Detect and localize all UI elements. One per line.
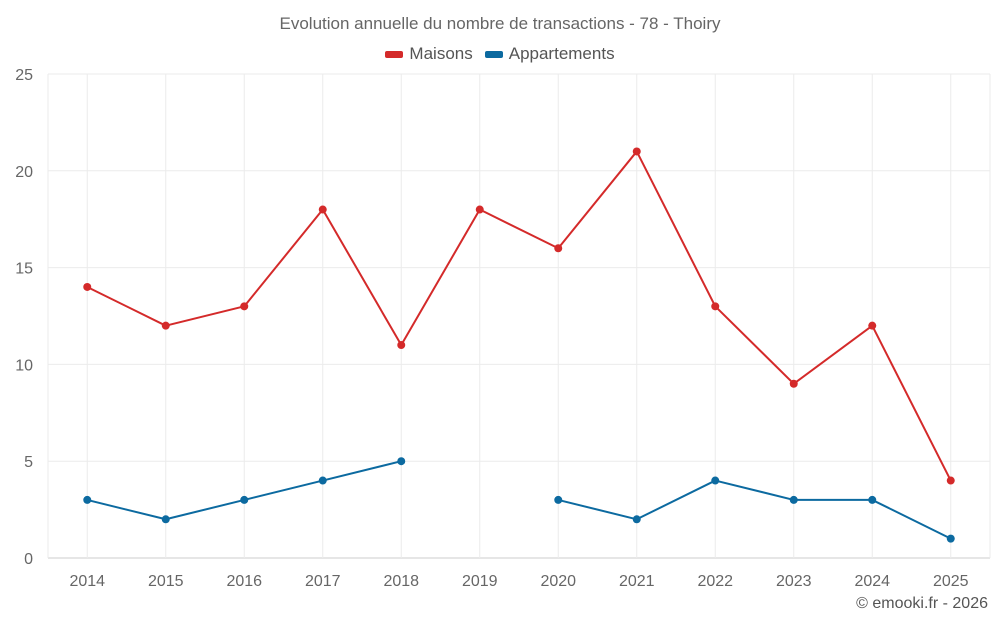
data-point-maisons — [240, 302, 249, 311]
x-tick-label: 2023 — [776, 573, 812, 590]
credit-text: © emooki.fr - 2026 — [856, 595, 988, 612]
x-tick-label: 2017 — [305, 573, 341, 590]
legend: Maisons Appartements — [0, 44, 1000, 64]
data-point-maisons — [318, 205, 327, 214]
chart-title: Evolution annuelle du nombre de transact… — [279, 14, 721, 33]
x-tick-label: 2024 — [854, 573, 890, 590]
data-point-maisons — [868, 321, 877, 330]
data-point-maisons — [946, 476, 955, 485]
data-point-maisons — [475, 205, 484, 214]
x-tick-label: 2020 — [540, 573, 576, 590]
y-tick-label: 0 — [24, 551, 33, 568]
data-point-maisons — [632, 147, 641, 156]
data-point-appartements — [83, 495, 92, 504]
data-point-appartements — [789, 495, 798, 504]
data-point-appartements — [554, 495, 563, 504]
legend-label-maisons: Maisons — [409, 44, 473, 63]
data-point-maisons — [789, 379, 798, 388]
x-tick-label: 2025 — [933, 573, 969, 590]
y-tick-label: 10 — [15, 357, 33, 374]
legend-item-appartements[interactable]: Appartements — [484, 44, 615, 64]
y-tick-label: 20 — [15, 164, 33, 181]
x-tick-label: 2021 — [619, 573, 655, 590]
x-tick-label: 2019 — [462, 573, 498, 590]
data-point-appartements — [632, 515, 641, 524]
data-point-maisons — [83, 282, 92, 291]
data-point-appartements — [946, 534, 955, 543]
data-point-maisons — [554, 244, 563, 253]
y-tick-label: 15 — [15, 261, 33, 278]
legend-swatch-appartements — [484, 50, 503, 58]
x-tick-label: 2022 — [697, 573, 733, 590]
data-point-appartements — [240, 495, 249, 504]
x-tick-label: 2018 — [383, 573, 419, 590]
legend-item-maisons[interactable]: Maisons — [385, 44, 473, 64]
x-tick-label: 2014 — [69, 573, 105, 590]
y-tick-label: 5 — [24, 454, 33, 471]
data-point-maisons — [161, 321, 170, 330]
x-tick-label: 2016 — [226, 573, 262, 590]
data-point-appartements — [161, 515, 170, 524]
data-point-appartements — [711, 476, 720, 485]
data-point-appartements — [868, 495, 877, 504]
series-line-appartements — [558, 479, 952, 540]
legend-label-appartements: Appartements — [508, 44, 615, 63]
series-line-maisons — [86, 150, 952, 482]
x-tick-label: 2015 — [148, 573, 184, 590]
data-point-appartements — [318, 476, 327, 485]
data-point-maisons — [397, 341, 406, 350]
data-point-appartements — [397, 457, 406, 466]
y-tick-label: 25 — [15, 67, 33, 84]
legend-swatch-maisons — [385, 50, 404, 58]
data-point-maisons — [711, 302, 720, 311]
